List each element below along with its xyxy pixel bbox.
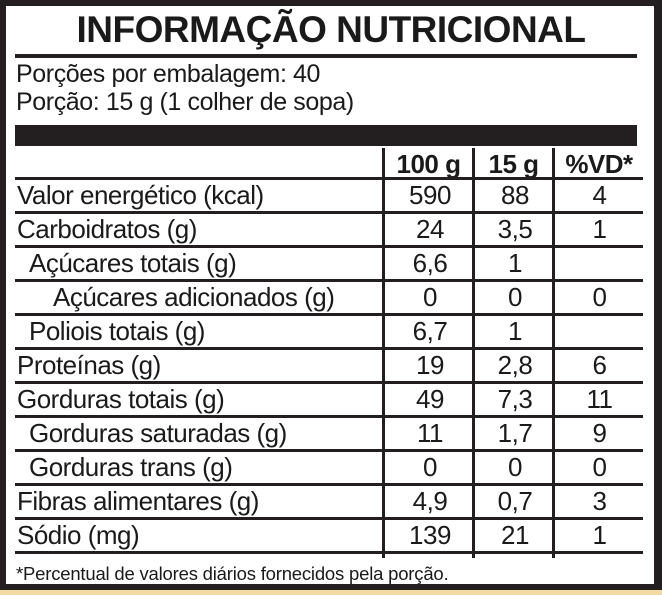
nutrient-row: Fibras alimentares (g) 4,9 0,7 3 — [15, 486, 643, 520]
value-100g: 0 — [423, 452, 437, 482]
nutrient-row: Açúcares adicionados (g) 0 0 0 — [15, 282, 643, 316]
value-100g: 6,6 — [412, 248, 448, 278]
serving-size: Porção: 15 g (1 colher de sopa) — [16, 88, 354, 116]
header-rule — [15, 177, 643, 180]
value-100g: 590 — [409, 180, 451, 210]
value-vd: 9 — [592, 418, 607, 448]
packaging-strip — [0, 590, 662, 595]
nutrient-label: Carboidratos (g) — [17, 214, 197, 244]
nutrient-row: Gorduras saturadas (g) 11 1,7 9 — [15, 418, 643, 452]
value-portion: 88 — [501, 180, 529, 210]
header-vd: %VD* — [565, 149, 633, 179]
nutrient-row: Gorduras trans (g) 0 0 0 — [15, 452, 643, 486]
value-portion: 2,8 — [497, 350, 533, 380]
value-vd: 11 — [586, 384, 614, 414]
column-divider — [382, 148, 385, 558]
value-portion: 7,3 — [497, 384, 533, 414]
label-background — [6, 6, 654, 584]
nutrient-label: Fibras alimentares (g) — [17, 486, 259, 516]
nutrient-label: Gorduras saturadas (g) — [29, 418, 287, 448]
header-portion: 15 g — [488, 149, 539, 179]
value-vd: 1 — [592, 520, 607, 550]
header-100g: 100 g — [396, 149, 462, 179]
value-vd: 0 — [592, 452, 607, 482]
title-rule — [15, 54, 637, 58]
nutrient-row: Sódio (mg) 139 21 1 — [15, 520, 643, 554]
value-100g: 19 — [416, 350, 444, 380]
value-100g: 139 — [409, 520, 451, 550]
value-100g: 4,9 — [412, 486, 448, 516]
nutrient-row: Proteínas (g) 19 2,8 6 — [15, 350, 643, 384]
value-portion: 0 — [508, 282, 522, 312]
nutrient-row: Poliois totais (g) 6,7 1 — [15, 316, 643, 350]
value-vd: 4 — [592, 180, 607, 210]
value-portion: 1,7 — [497, 418, 533, 448]
value-100g: 11 — [417, 418, 444, 448]
value-vd: 0 — [592, 282, 607, 312]
value-portion: 1 — [508, 316, 522, 346]
value-portion: 0,7 — [497, 486, 533, 516]
nutrient-label: Proteínas (g) — [17, 350, 161, 380]
value-vd: 3 — [592, 486, 607, 516]
nutrient-row: Valor energético (kcal) 590 88 4 — [15, 180, 643, 214]
value-100g: 0 — [423, 282, 437, 312]
nutrient-label: Açúcares adicionados (g) — [53, 282, 335, 312]
nutrient-label: Gorduras trans (g) — [29, 452, 233, 482]
nutrient-label: Valor energético (kcal) — [17, 180, 264, 210]
servings-per-package: Porções por embalagem: 40 — [16, 60, 321, 88]
value-100g: 6,7 — [412, 316, 448, 346]
nutrient-label: Sódio (mg) — [17, 520, 140, 550]
value-portion: 3,5 — [497, 214, 533, 244]
value-portion: 0 — [508, 452, 522, 482]
value-portion: 21 — [501, 520, 529, 550]
column-divider — [552, 148, 555, 558]
value-vd: 6 — [592, 350, 607, 380]
value-vd: 1 — [592, 214, 607, 244]
nutrient-row: Açúcares totais (g) 6,6 1 — [15, 248, 643, 282]
nutrient-label: Poliois totais (g) — [29, 316, 205, 346]
nutrient-label: Açúcares totais (g) — [29, 248, 237, 278]
value-100g: 24 — [416, 214, 444, 244]
nutrient-label: Gorduras totais (g) — [17, 384, 225, 414]
black-bar — [15, 125, 637, 146]
nutrient-row: Gorduras totais (g) 49 7,3 11 — [15, 384, 643, 418]
column-divider — [472, 148, 475, 558]
value-100g: 49 — [416, 384, 444, 414]
label-title: INFORMAÇÃO NUTRICIONAL — [76, 9, 586, 50]
nutrient-row: Carboidratos (g) 24 3,5 1 — [15, 214, 643, 248]
value-portion: 1 — [508, 248, 522, 278]
footnote: *Percentual de valores diários fornecido… — [16, 563, 449, 584]
